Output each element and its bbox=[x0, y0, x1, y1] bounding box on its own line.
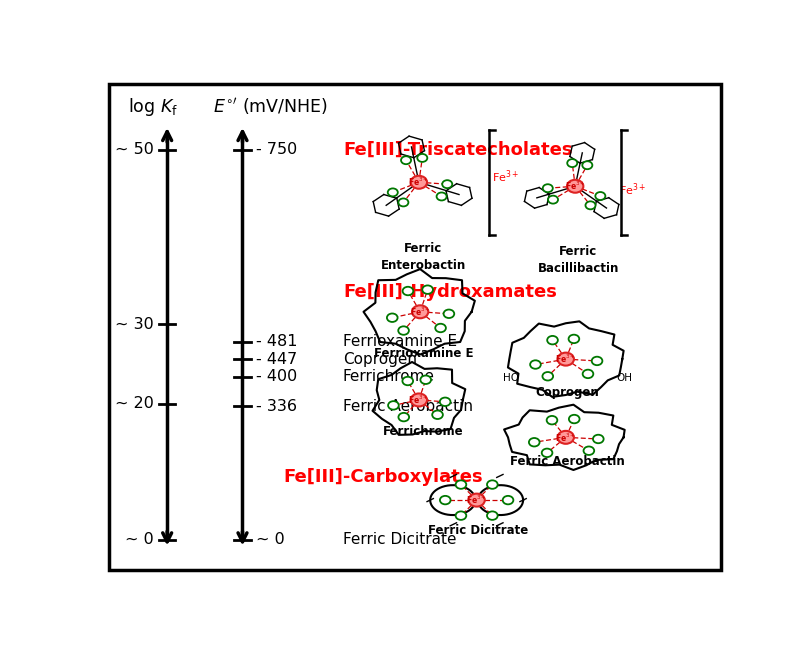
Circle shape bbox=[567, 159, 578, 167]
Circle shape bbox=[542, 448, 552, 457]
Text: - 400: - 400 bbox=[256, 369, 297, 384]
Circle shape bbox=[530, 360, 541, 369]
Circle shape bbox=[548, 195, 558, 204]
Text: Fe[III]-Triscatecholates: Fe[III]-Triscatecholates bbox=[343, 140, 573, 159]
Text: Ferrioxamine E: Ferrioxamine E bbox=[343, 334, 457, 349]
Text: Ferric Aerobactin: Ferric Aerobactin bbox=[343, 399, 473, 414]
Text: ~ 30: ~ 30 bbox=[115, 317, 154, 332]
Circle shape bbox=[593, 435, 603, 443]
Text: - 447: - 447 bbox=[256, 351, 297, 367]
Text: Fe[III]-Hydroxamates: Fe[III]-Hydroxamates bbox=[343, 283, 556, 301]
Circle shape bbox=[582, 161, 592, 169]
Circle shape bbox=[435, 324, 446, 332]
Circle shape bbox=[420, 375, 431, 384]
Text: Fe$^{3+}$: Fe$^{3+}$ bbox=[492, 168, 519, 184]
Circle shape bbox=[583, 446, 595, 455]
Circle shape bbox=[411, 393, 427, 406]
Circle shape bbox=[387, 314, 398, 322]
Text: Fe$^{3+}$: Fe$^{3+}$ bbox=[410, 305, 431, 318]
Text: - 481: - 481 bbox=[256, 334, 297, 349]
Text: Ferric Aerobactin: Ferric Aerobactin bbox=[510, 455, 625, 468]
Text: - 750: - 750 bbox=[256, 142, 297, 157]
Text: Ferrichrome: Ferrichrome bbox=[383, 425, 463, 438]
Circle shape bbox=[444, 309, 454, 318]
Text: log $\mathit{K}_\mathrm{f}$: log $\mathit{K}_\mathrm{f}$ bbox=[128, 96, 177, 118]
Circle shape bbox=[547, 416, 557, 424]
Text: Coprogen: Coprogen bbox=[535, 386, 599, 399]
Circle shape bbox=[403, 287, 413, 295]
FancyBboxPatch shape bbox=[109, 83, 722, 570]
Circle shape bbox=[487, 511, 497, 520]
Text: Coprogen: Coprogen bbox=[343, 351, 417, 367]
Text: Ferric Dicitrate: Ferric Dicitrate bbox=[428, 523, 528, 536]
Text: ~ 50: ~ 50 bbox=[115, 142, 154, 157]
Circle shape bbox=[388, 188, 398, 197]
Circle shape bbox=[592, 356, 603, 365]
Circle shape bbox=[399, 413, 409, 421]
Text: ~ 0: ~ 0 bbox=[126, 532, 154, 547]
Circle shape bbox=[543, 184, 552, 192]
Text: Ferrichrome: Ferrichrome bbox=[343, 369, 435, 384]
Text: $\mathit{E}^{\circ\prime}$ (mV/NHE): $\mathit{E}^{\circ\prime}$ (mV/NHE) bbox=[213, 96, 327, 117]
Text: Fe$^{3+}$: Fe$^{3+}$ bbox=[556, 431, 576, 444]
Text: Ferrioxamine E: Ferrioxamine E bbox=[373, 347, 473, 360]
Circle shape bbox=[422, 285, 433, 294]
Text: Fe$^{3+}$: Fe$^{3+}$ bbox=[408, 394, 429, 406]
Text: Ferric
Enterobactin: Ferric Enterobactin bbox=[381, 242, 466, 272]
Circle shape bbox=[468, 494, 485, 507]
Text: Ferric Dicitrate: Ferric Dicitrate bbox=[343, 532, 456, 547]
Circle shape bbox=[582, 369, 593, 378]
Circle shape bbox=[403, 377, 413, 385]
Circle shape bbox=[557, 353, 574, 366]
Text: OH: OH bbox=[616, 373, 632, 383]
Circle shape bbox=[455, 480, 467, 488]
Circle shape bbox=[529, 438, 539, 446]
Text: - 336: - 336 bbox=[256, 399, 296, 414]
Circle shape bbox=[401, 156, 411, 164]
Circle shape bbox=[595, 192, 605, 200]
Circle shape bbox=[569, 334, 579, 343]
Circle shape bbox=[487, 480, 497, 488]
Circle shape bbox=[586, 201, 595, 210]
Text: Fe$^{3+}$: Fe$^{3+}$ bbox=[619, 181, 646, 198]
Circle shape bbox=[557, 431, 574, 444]
Circle shape bbox=[503, 496, 514, 505]
Circle shape bbox=[442, 180, 452, 188]
Text: Fe[III]-Carboxylates: Fe[III]-Carboxylates bbox=[284, 468, 483, 486]
Circle shape bbox=[399, 326, 409, 334]
Circle shape bbox=[437, 193, 446, 201]
Circle shape bbox=[440, 397, 450, 406]
Circle shape bbox=[543, 372, 553, 380]
Circle shape bbox=[567, 180, 583, 193]
Text: Fe$^{3+}$: Fe$^{3+}$ bbox=[408, 176, 429, 188]
Circle shape bbox=[548, 336, 558, 344]
Circle shape bbox=[388, 401, 399, 410]
Text: Fe$^{3+}$: Fe$^{3+}$ bbox=[565, 180, 586, 192]
Circle shape bbox=[433, 411, 443, 419]
Text: Fe$^{3+}$: Fe$^{3+}$ bbox=[467, 494, 487, 507]
Text: ~ 20: ~ 20 bbox=[115, 397, 154, 411]
Text: Ferric
Bacillibactin: Ferric Bacillibactin bbox=[538, 245, 619, 274]
Circle shape bbox=[417, 154, 428, 162]
Circle shape bbox=[440, 496, 450, 505]
Circle shape bbox=[411, 176, 427, 189]
Text: Fe$^{3+}$: Fe$^{3+}$ bbox=[556, 353, 576, 366]
Circle shape bbox=[455, 511, 467, 520]
Circle shape bbox=[399, 199, 408, 206]
Circle shape bbox=[569, 415, 580, 423]
Circle shape bbox=[412, 305, 428, 318]
Text: HO: HO bbox=[503, 373, 519, 383]
Text: ~ 0: ~ 0 bbox=[256, 532, 284, 547]
